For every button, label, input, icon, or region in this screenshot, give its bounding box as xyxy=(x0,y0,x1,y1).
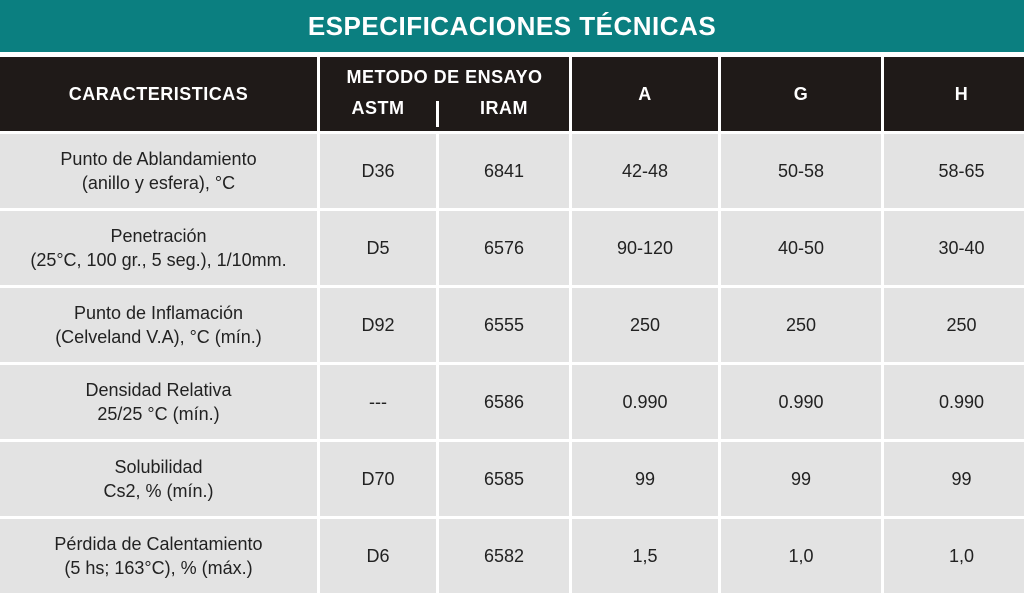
header-iram: IRAM xyxy=(480,98,528,118)
row-characteristic: Penetración (25°C, 100 gr., 5 seg.), 1/1… xyxy=(0,211,317,285)
cell-iram: 6555 xyxy=(439,288,569,362)
cell-a: 1,5 xyxy=(572,519,718,593)
cell-astm: D92 xyxy=(320,288,436,362)
title-banner: ESPECIFICACIONES TÉCNICAS xyxy=(0,0,1024,52)
cell-h: 0.990 xyxy=(884,365,1024,439)
header-characteristics: CARACTERISTICAS xyxy=(0,57,317,131)
characteristic-name: Pérdida de Calentamiento xyxy=(54,534,263,554)
cell-g: 0.990 xyxy=(721,365,881,439)
characteristic-detail: (anillo y esfera), °C xyxy=(81,173,236,193)
cell-astm: --- xyxy=(320,365,436,439)
cell-a: 99 xyxy=(572,442,718,516)
cell-iram: 6576 xyxy=(439,211,569,285)
cell-g: 50-58 xyxy=(721,134,881,208)
characteristic-detail: (25°C, 100 gr., 5 seg.), 1/10mm. xyxy=(30,250,287,270)
characteristic-name: Punto de Inflamación xyxy=(73,303,244,323)
header-g: G xyxy=(721,57,881,131)
row-characteristic: Solubilidad Cs2, % (mín.) xyxy=(0,442,317,516)
characteristic-detail: (Celveland V.A), °C (mín.) xyxy=(55,327,262,347)
cell-iram: 6585 xyxy=(439,442,569,516)
specifications-table: CARACTERISTICAS METODO DE ENSAYO ASTM IR… xyxy=(0,57,1024,593)
cell-h: 30-40 xyxy=(884,211,1024,285)
row-characteristic: Densidad Relativa 25/25 °C (mín.) xyxy=(0,365,317,439)
cell-h: 1,0 xyxy=(884,519,1024,593)
cell-a: 250 xyxy=(572,288,718,362)
page-title: ESPECIFICACIONES TÉCNICAS xyxy=(307,10,717,41)
cell-g: 1,0 xyxy=(721,519,881,593)
characteristic-detail: Cs2, % (mín.) xyxy=(103,481,214,501)
cell-iram: 6582 xyxy=(439,519,569,593)
cell-a: 90-120 xyxy=(572,211,718,285)
header-divider xyxy=(436,101,439,127)
cell-astm: D70 xyxy=(320,442,436,516)
header-h: H xyxy=(884,57,1024,131)
cell-g: 250 xyxy=(721,288,881,362)
cell-a: 42-48 xyxy=(572,134,718,208)
header-method-label: METODO DE ENSAYO xyxy=(346,67,543,87)
cell-h: 250 xyxy=(884,288,1024,362)
header-a: A xyxy=(572,57,718,131)
cell-astm: D5 xyxy=(320,211,436,285)
characteristic-name: Punto de Ablandamiento xyxy=(60,149,257,169)
cell-astm: D36 xyxy=(320,134,436,208)
cell-h: 58-65 xyxy=(884,134,1024,208)
row-characteristic: Punto de Ablandamiento (anillo y esfera)… xyxy=(0,134,317,208)
cell-astm: D6 xyxy=(320,519,436,593)
row-characteristic: Pérdida de Calentamiento (5 hs; 163°C), … xyxy=(0,519,317,593)
row-characteristic: Punto de Inflamación (Celveland V.A), °C… xyxy=(0,288,317,362)
characteristic-name: Solubilidad xyxy=(114,457,203,477)
cell-g: 99 xyxy=(721,442,881,516)
cell-h: 99 xyxy=(884,442,1024,516)
cell-a: 0.990 xyxy=(572,365,718,439)
cell-g: 40-50 xyxy=(721,211,881,285)
characteristic-name: Penetración xyxy=(110,226,207,246)
characteristic-name: Densidad Relativa xyxy=(85,380,232,400)
characteristic-detail: (5 hs; 163°C), % (máx.) xyxy=(64,558,253,578)
cell-iram: 6841 xyxy=(439,134,569,208)
header-test-method: METODO DE ENSAYO ASTM IRAM xyxy=(320,57,569,131)
characteristic-detail: 25/25 °C (mín.) xyxy=(97,404,220,424)
header-astm: ASTM xyxy=(351,98,405,118)
cell-iram: 6586 xyxy=(439,365,569,439)
